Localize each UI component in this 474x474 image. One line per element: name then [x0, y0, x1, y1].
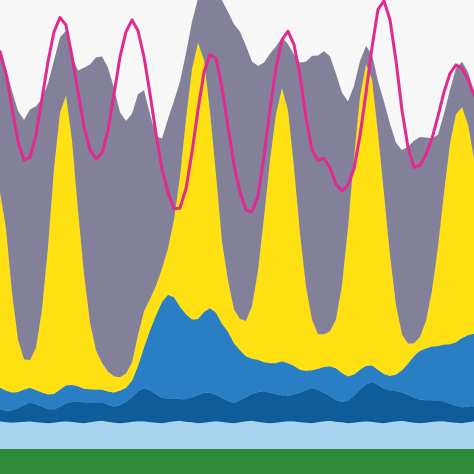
line-series-layer	[0, 0, 474, 214]
series-0-area	[0, 448, 474, 474]
series-6-line	[0, 0, 474, 214]
series-2-area	[0, 382, 474, 424]
series-5-area	[0, 0, 474, 378]
series-4-area	[0, 42, 474, 395]
series-3-area	[0, 294, 474, 411]
series-1-area	[0, 420, 474, 449]
